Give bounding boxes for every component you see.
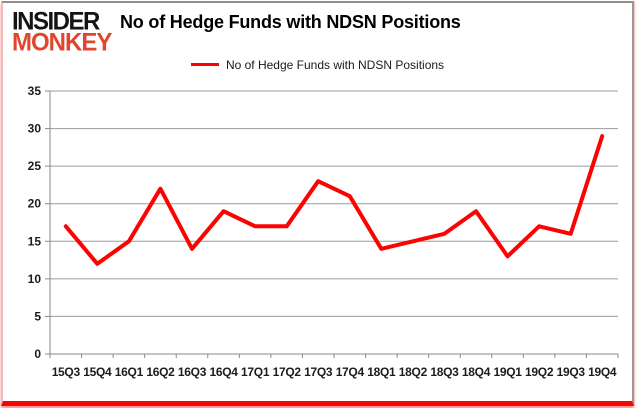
x-axis-label: 16Q4 [209, 365, 238, 379]
x-axis-label: 15Q4 [83, 365, 112, 379]
x-axis-label: 18Q2 [399, 365, 428, 379]
y-axis-label: 30 [28, 122, 42, 136]
x-axis-label: 16Q3 [178, 365, 207, 379]
legend-line-swatch [190, 63, 219, 66]
legend-label: No of Hedge Funds with NDSN Positions [225, 57, 445, 72]
x-axis-label: 17Q3 [304, 365, 333, 379]
y-axis-label: 0 [34, 347, 41, 361]
logo-text-insider: INSIDER [12, 7, 100, 36]
chart-title: No of Hedge Funds with NDSN Positions [120, 12, 461, 32]
x-axis-label: 19Q2 [525, 365, 554, 379]
logo-text-monkey: MONKEY [12, 28, 112, 57]
x-axis-label: 16Q1 [115, 365, 144, 379]
y-axis-label: 5 [34, 309, 41, 323]
x-axis-label: 18Q4 [462, 365, 491, 379]
y-axis-label: 20 [28, 197, 42, 211]
y-axis-label: 25 [28, 159, 42, 173]
x-axis-label: 16Q2 [146, 365, 175, 379]
x-axis-label: 19Q4 [588, 365, 617, 379]
y-axis-label: 35 [28, 84, 42, 98]
x-axis-label: 18Q1 [367, 365, 396, 379]
x-axis-label: 19Q1 [493, 365, 522, 379]
y-axis-label: 10 [28, 272, 42, 286]
x-axis-label: 17Q4 [336, 365, 365, 379]
x-axis-label: 15Q3 [52, 365, 81, 379]
legend: No of Hedge Funds with NDSN Positions [3, 57, 632, 72]
x-axis-label: 19Q3 [557, 365, 586, 379]
y-axis-label: 15 [28, 234, 42, 248]
x-axis-label: 17Q1 [241, 365, 270, 379]
x-axis-label: 17Q2 [273, 365, 302, 379]
insider-monkey-logo: INSIDER MONKEY [12, 7, 112, 57]
data-line-series [63, 134, 605, 266]
x-axis-label: 18Q3 [430, 365, 459, 379]
